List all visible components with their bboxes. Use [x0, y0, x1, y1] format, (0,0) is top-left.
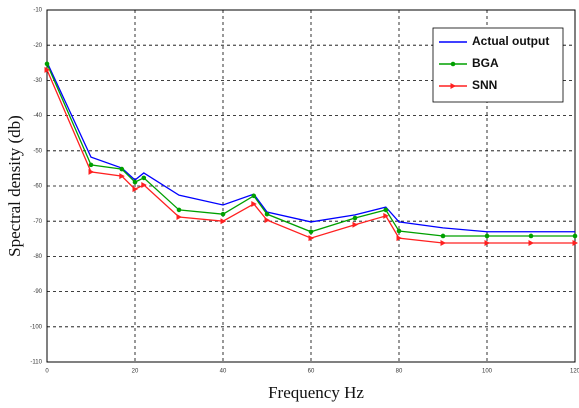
- point-marker: [352, 215, 358, 221]
- point-marker: [141, 175, 147, 181]
- y-tick-label: -70: [33, 219, 42, 225]
- x-axis-label: Frequency Hz: [268, 383, 364, 402]
- point-marker: [484, 240, 490, 247]
- legend-marker: [450, 83, 456, 89]
- point-marker: [141, 181, 147, 188]
- x-tick-label: 0: [45, 369, 49, 375]
- point-marker: [308, 229, 314, 235]
- y-tick-label: -110: [30, 360, 42, 366]
- point-marker: [440, 233, 446, 239]
- legend-label: Actual output: [472, 34, 549, 48]
- legend-marker: [450, 61, 456, 67]
- x-tick-label: 20: [132, 369, 139, 375]
- y-axis-label: Spectral density (db): [5, 115, 24, 257]
- y-tick-label: -10: [33, 8, 42, 14]
- point-marker: [528, 233, 534, 239]
- point-marker: [383, 212, 389, 219]
- point-marker: [383, 207, 389, 213]
- x-tick-label: 100: [482, 369, 493, 375]
- point-marker: [88, 162, 94, 168]
- x-tick-label: 60: [308, 369, 315, 375]
- x-tick-label: 120: [570, 369, 579, 375]
- point-marker: [352, 221, 358, 228]
- point-marker: [396, 228, 402, 234]
- point-marker: [440, 240, 446, 247]
- point-marker: [176, 207, 182, 213]
- y-tick-label: -60: [33, 184, 42, 190]
- point-marker: [176, 213, 182, 220]
- point-marker: [251, 200, 257, 207]
- point-marker: [528, 240, 534, 247]
- y-tick-label: -80: [33, 254, 42, 260]
- point-marker: [132, 179, 138, 185]
- legend-label: SNN: [472, 78, 497, 92]
- x-tick-label: 80: [396, 369, 403, 375]
- y-tick-label: -50: [33, 148, 42, 154]
- point-marker: [132, 186, 138, 193]
- point-marker: [88, 168, 94, 175]
- point-marker: [44, 66, 50, 73]
- y-tick-label: -90: [33, 289, 42, 295]
- y-tick-label: -40: [33, 113, 42, 119]
- point-marker: [44, 61, 50, 67]
- legend: Actual output BGA SNN: [432, 27, 564, 103]
- point-marker: [484, 233, 490, 239]
- point-marker: [264, 211, 270, 217]
- y-tick-label: -100: [30, 324, 43, 330]
- point-marker: [220, 218, 226, 225]
- point-marker: [119, 173, 125, 180]
- legend-label: BGA: [472, 56, 499, 70]
- point-marker: [308, 235, 314, 242]
- y-tick-label: -30: [33, 78, 42, 84]
- point-marker: [572, 240, 578, 247]
- x-tick-label: 40: [220, 369, 227, 375]
- point-marker: [251, 193, 257, 199]
- point-marker: [220, 211, 226, 217]
- point-marker: [396, 235, 402, 242]
- point-marker: [119, 166, 125, 172]
- point-marker: [572, 233, 578, 239]
- y-tick-label: -20: [33, 43, 42, 49]
- point-marker: [264, 217, 270, 224]
